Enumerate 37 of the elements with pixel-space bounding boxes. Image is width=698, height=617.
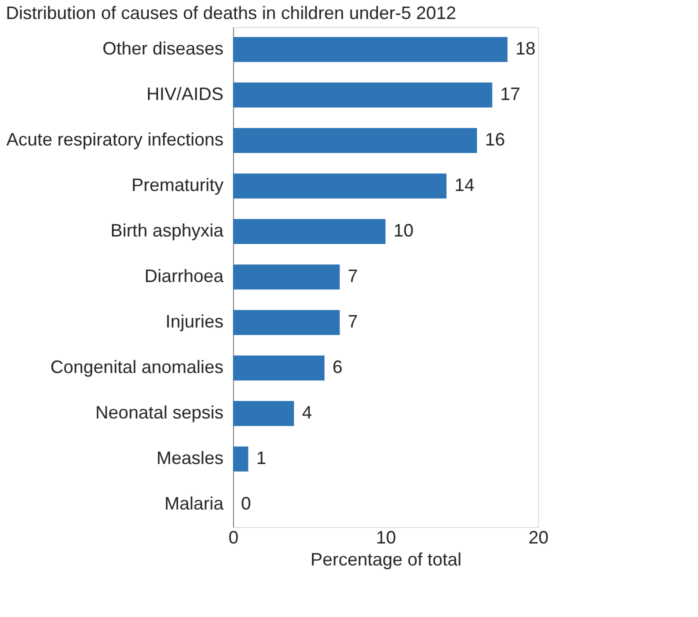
y-tick-label: Malaria xyxy=(164,493,224,514)
data-label: 7 xyxy=(348,266,358,286)
bar xyxy=(233,400,294,426)
bar xyxy=(233,37,508,62)
data-label: 18 xyxy=(516,38,536,59)
y-tick-label: Congenital anomalies xyxy=(50,356,224,377)
y-tick-label: Injuries xyxy=(165,311,224,332)
data-label: 7 xyxy=(348,311,358,332)
y-tick-label: Acute respiratory infections xyxy=(6,130,224,150)
x-tick-label: 10 xyxy=(376,528,396,548)
bar xyxy=(233,173,446,199)
data-label: 16 xyxy=(485,130,506,150)
bar xyxy=(233,82,492,108)
y-tick-label: Neonatal sepsis xyxy=(95,402,224,422)
y-tick-label: Measles xyxy=(156,448,224,468)
bar xyxy=(233,310,340,336)
y-tick-label: HIV/AIDS xyxy=(146,84,224,104)
y-tick-label: Prematurity xyxy=(131,175,224,196)
bar xyxy=(233,218,386,244)
y-tick-label: Diarrhoea xyxy=(144,266,224,286)
chart-title: Distribution of causes of deaths in children under-5 2012 xyxy=(6,3,456,23)
data-label: 4 xyxy=(302,402,312,422)
data-label: 10 xyxy=(394,220,414,241)
y-tick-label: Other diseases xyxy=(102,38,224,59)
x-tick-label: 20 xyxy=(528,528,549,548)
bar xyxy=(233,128,477,154)
data-label: 6 xyxy=(332,356,343,377)
x-tick-label: 0 xyxy=(228,528,239,548)
bar xyxy=(233,355,324,381)
bar xyxy=(233,264,340,290)
x-axis-title: Percentage of total xyxy=(310,550,462,570)
data-label: 1 xyxy=(256,448,266,468)
y-tick-label: Birth asphyxia xyxy=(110,220,224,241)
data-label: 14 xyxy=(454,175,475,196)
data-label: 17 xyxy=(500,84,520,104)
bar xyxy=(233,446,248,472)
data-label: 0 xyxy=(241,493,252,514)
